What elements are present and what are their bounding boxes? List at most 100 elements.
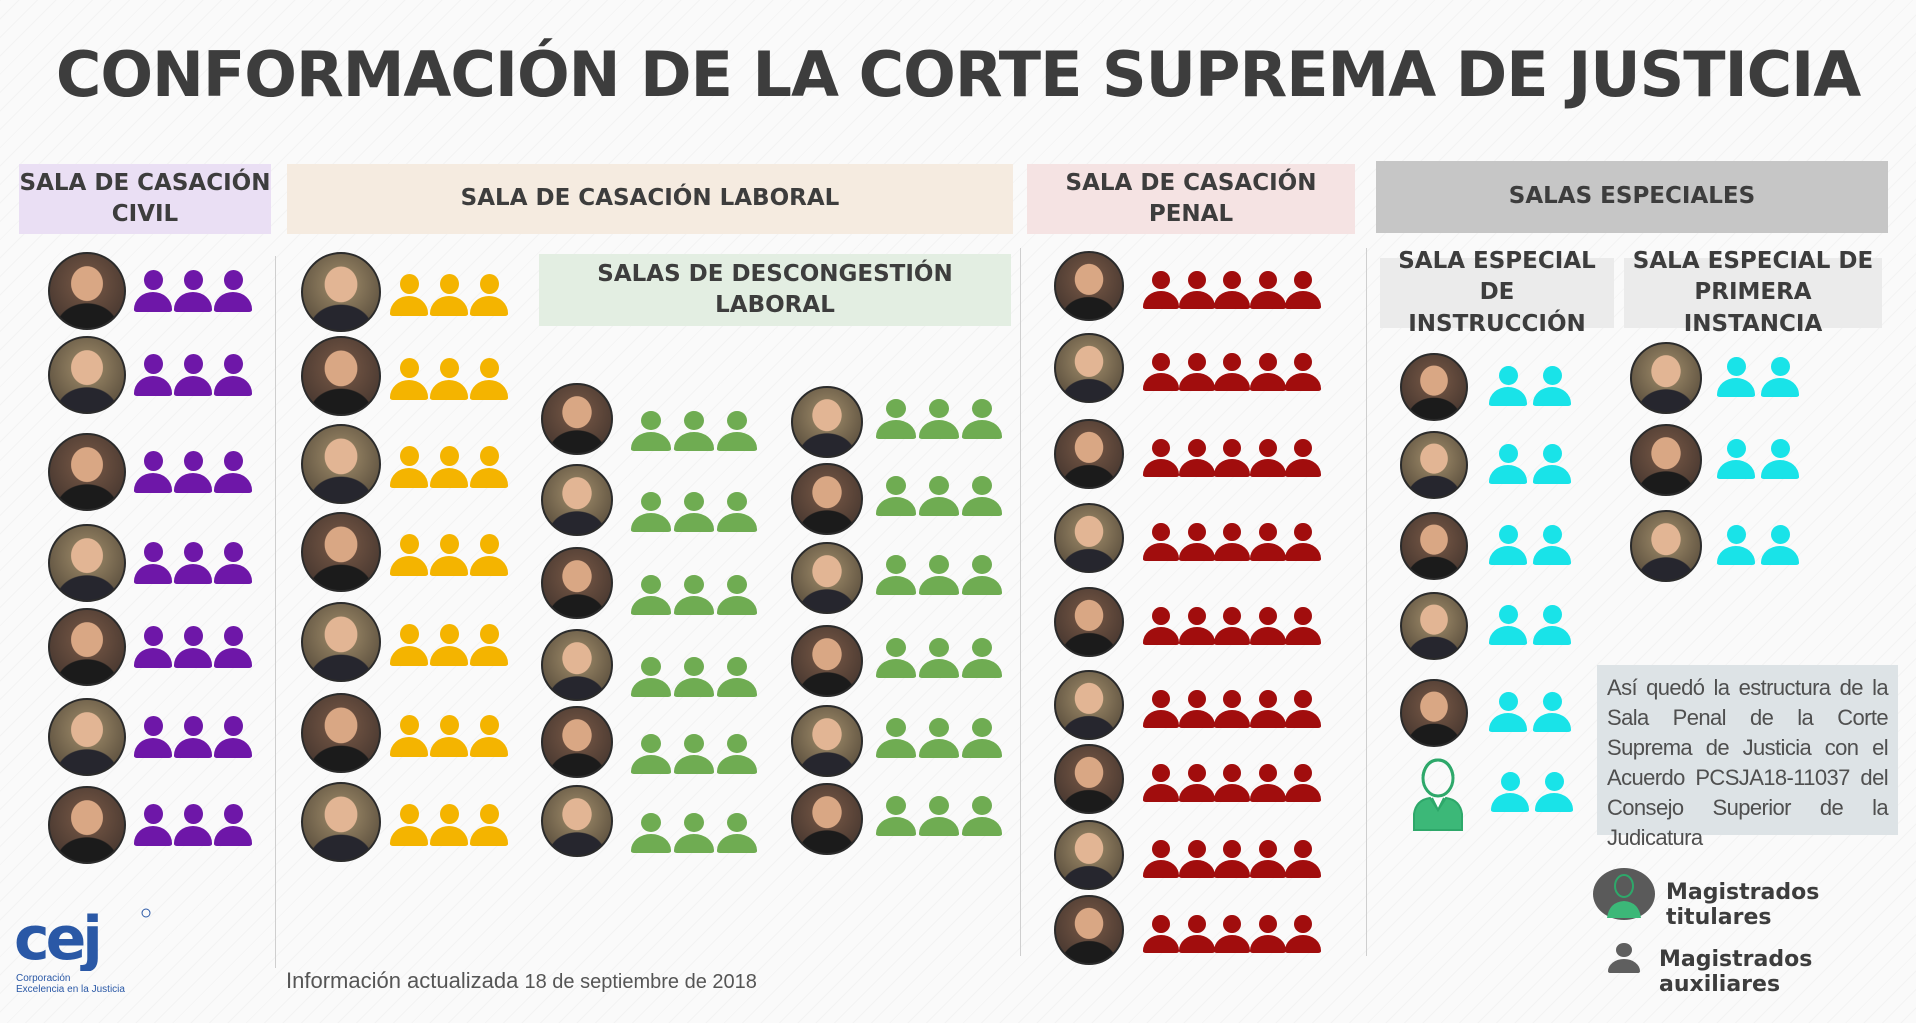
sala-civil-auxiliares-group [134,451,254,493]
sala-primera-instancia-auxiliar-person-icon [1761,357,1799,397]
descongestion-auxiliar-person-icon [919,638,959,678]
descongestion-auxiliares-group [631,575,760,615]
sala-penal-auxiliar-person-icon [1214,840,1250,878]
descongestion-auxiliares-group [631,411,760,451]
sala-civil-auxiliares-group [134,626,254,668]
sala-penal-auxiliar-person-icon [1285,271,1321,309]
sala-penal-auxiliares-group [1143,915,1321,953]
descongestion-magistrate-photo [541,383,613,455]
descongestion-magistrate-photo [791,542,863,614]
sala-laboral-auxiliar-person-icon [430,446,468,488]
sala-civil-auxiliar-person-icon [214,804,252,846]
sala-laboral-auxiliar-person-icon [430,534,468,576]
sala-penal-auxiliar-person-icon [1143,607,1179,645]
header-sala-instruccion-line2: INSTRUCCIÓN [1408,310,1586,337]
sala-primera-instancia-auxiliar-person-icon [1717,439,1755,479]
sala-laboral-magistrate-photo [301,424,381,504]
sala-laboral-auxiliar-person-icon [390,715,428,757]
sala-civil-auxiliar-person-icon [134,716,172,758]
descongestion-auxiliar-person-icon [717,492,757,532]
descongestion-auxiliar-person-icon [717,813,757,853]
sala-penal-auxiliares-group [1143,439,1321,477]
sala-penal-auxiliar-person-icon [1178,271,1215,309]
header-sala-instruccion-line1: SALA ESPECIAL DE [1398,248,1596,306]
descongestion-auxiliar-person-icon [876,399,916,439]
header-sala-primera-instancia-line1: SALA ESPECIAL DE [1632,248,1874,275]
sala-penal-magistrate-photo [1054,895,1124,965]
sala-civil-auxiliar-person-icon [174,716,212,758]
header-salas-especiales: SALAS ESPECIALES [1376,161,1888,233]
header-sala-laboral: SALA DE CASACIÓN LABORAL [287,164,1013,234]
sala-penal-auxiliar-person-icon [1143,764,1179,802]
sala-penal-auxiliar-person-icon [1285,353,1321,391]
sala-instruccion-auxiliar-person-icon [1533,444,1571,484]
sala-instruccion-auxiliar-person-icon [1489,605,1527,645]
descongestion-auxiliar-person-icon [674,492,714,532]
descongestion-auxiliar-person-icon [717,734,757,774]
sala-instruccion-auxiliares-group [1489,692,1577,732]
descongestion-auxiliar-person-icon [962,555,1002,595]
sala-penal-auxiliar-person-icon [1285,840,1321,878]
sala-penal-auxiliar-person-icon [1143,690,1179,728]
sala-penal-magistrate-photo [1054,333,1124,403]
sala-civil-magistrate-photo [48,786,126,864]
sala-civil-auxiliar-person-icon [134,542,172,584]
sala-penal-auxiliar-person-icon [1178,607,1215,645]
sala-civil-magistrate-photo [48,524,126,602]
descongestion-auxiliar-person-icon [876,718,916,758]
descongestion-auxiliar-person-icon [674,734,714,774]
sala-penal-auxiliares-group [1143,271,1321,309]
sala-instruccion-magistrate-photo [1400,679,1468,747]
header-sala-civil-line2: CIVIL [111,201,179,227]
descongestion-auxiliar-person-icon [962,638,1002,678]
sala-penal-auxiliar-person-icon [1249,690,1286,728]
sala-penal-auxiliar-person-icon [1285,915,1321,953]
note-acuerdo: Así quedó la estructura de la Sala Penal… [1597,665,1898,850]
sala-laboral-auxiliar-person-icon [470,274,508,316]
sala-penal-magistrate-photo [1054,670,1124,740]
sala-penal-auxiliar-person-icon [1249,271,1286,309]
header-descongestion-line1: SALAS DE DESCONGESTIÓN [597,260,953,287]
sala-penal-auxiliar-person-icon [1143,439,1179,477]
sala-primera-instancia-auxiliar-person-icon [1717,357,1755,397]
sala-civil-auxiliar-person-icon [134,354,172,396]
sala-laboral-auxiliares-group [390,534,510,576]
header-sala-primera-instancia: SALA ESPECIAL DE PRIMERA INSTANCIA [1624,248,1882,337]
sala-primera-instancia-magistrate-photo [1630,510,1702,582]
descongestion-auxiliar-person-icon [962,399,1002,439]
sala-laboral-magistrate-photo [301,512,381,592]
sala-primera-instancia-auxiliar-person-icon [1761,525,1799,565]
sala-instruccion-magistrate-photo [1400,431,1468,499]
sala-civil-auxiliar-person-icon [214,451,252,493]
sala-civil-auxiliar-person-icon [174,451,212,493]
descongestion-auxiliar-person-icon [674,813,714,853]
sala-penal-auxiliar-person-icon [1285,607,1321,645]
sala-instruccion-magistrate-photo [1400,592,1468,660]
descongestion-auxiliar-person-icon [631,575,671,615]
header-sala-penal: SALA DE CASACIÓN PENAL [1027,164,1355,234]
sala-penal-magistrate-photo [1054,744,1124,814]
descongestion-auxiliar-person-icon [919,796,959,836]
page-title: CONFORMACIÓN DE LA CORTE SUPREMA DE JUST… [55,38,1861,111]
sala-civil-auxiliar-person-icon [214,270,252,312]
descongestion-magistrate-photo [541,785,613,857]
sala-penal-auxiliar-person-icon [1285,439,1321,477]
descongestion-auxiliar-person-icon [919,555,959,595]
sala-civil-auxiliar-person-icon [214,354,252,396]
separator-penal-especiales [1366,248,1367,956]
sala-civil-auxiliar-person-icon [134,804,172,846]
descongestion-auxiliares-group [876,476,1005,516]
sala-laboral-auxiliar-person-icon [390,534,428,576]
descongestion-auxiliar-person-icon [674,575,714,615]
logo-line1: Corporación [16,973,71,984]
sala-instruccion-auxiliares-group [1489,525,1577,565]
descongestion-magistrate-photo [791,625,863,697]
sala-penal-magistrate-photo [1054,419,1124,489]
sala-laboral-auxiliar-person-icon [470,624,508,666]
sala-instruccion-auxiliar-person-icon [1489,444,1527,484]
header-sala-laboral-label: SALA DE CASACIÓN LABORAL [460,185,840,212]
sala-laboral-auxiliar-person-icon [430,624,468,666]
sala-penal-auxiliar-person-icon [1249,353,1286,391]
sala-laboral-auxiliar-person-icon [430,274,468,316]
sala-penal-magistrate-photo [1054,503,1124,573]
